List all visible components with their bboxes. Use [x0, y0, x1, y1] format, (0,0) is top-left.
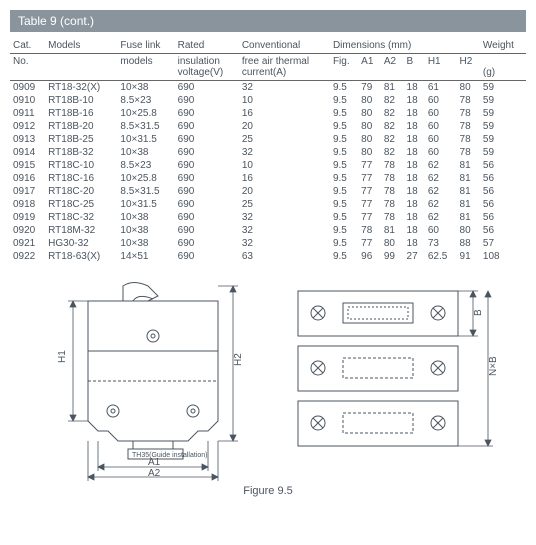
col-conv2: free air thermalcurrent(A)	[239, 54, 330, 81]
label-a2: A2	[148, 468, 161, 479]
table-title: Table 9 (cont.)	[10, 10, 526, 32]
col-weight: Weight	[480, 38, 526, 54]
figure-right: B N×B	[288, 281, 498, 461]
col-no: No.	[10, 54, 45, 81]
table-row: 0916RT18C-1610×25.8690169.5777818628156	[10, 172, 526, 185]
figure-wrap: H1 H2 TH35(Guide installation) A1	[10, 281, 526, 481]
label-a1: A1	[148, 457, 161, 468]
table-row: 0909RT18-32(X)10×38690329.5798118618059	[10, 81, 526, 95]
col-cat: Cat.	[10, 38, 45, 54]
col-conv: Conventional	[239, 38, 330, 54]
table-row: 0914RT18B-3210×38690329.5808218607859	[10, 146, 526, 159]
table-row: 0921HG30-3210×38690329.5778018738857	[10, 237, 526, 250]
table-row: 0918RT18C-2510×31.5690259.5777818628156	[10, 198, 526, 211]
table-row: 0911RT18B-1610×25.8690169.5808218607859	[10, 107, 526, 120]
col-h1: H1	[425, 54, 457, 81]
table-row: 0919RT18C-3210×38690329.5777818628156	[10, 211, 526, 224]
table-row: 0917RT18C-208.5×31.5690209.5777818628156	[10, 185, 526, 198]
col-rated: Rated	[175, 38, 239, 54]
col-fuse2: models	[117, 54, 174, 81]
col-a1: A1	[358, 54, 381, 81]
col-rated2: insulationvoltage(V)	[175, 54, 239, 81]
spec-table: Cat. Models Fuse link Rated Conventional…	[10, 38, 526, 263]
label-guide: TH35(Guide installation)	[132, 452, 207, 459]
col-weight2: (g)	[480, 54, 526, 81]
col-b: B	[404, 54, 425, 81]
table-row: 0910RT18B-108.5×23690109.5808218607859	[10, 94, 526, 107]
col-h2: H2	[457, 54, 480, 81]
label-h1: H1	[57, 350, 68, 363]
table-row: 0913RT18B-2510×31.5690259.5808218607859	[10, 133, 526, 146]
figure-caption: Figure 9.5	[10, 485, 526, 497]
figure-left: H1 H2 TH35(Guide installation) A1	[38, 281, 268, 481]
table-row: 0912RT18B-208.5×31.5690209.5808218607859	[10, 120, 526, 133]
col-a2: A2	[381, 54, 404, 81]
col-fuse: Fuse link	[117, 38, 174, 54]
label-nb: N×B	[488, 356, 498, 376]
table-row: 0922RT18-63(X)14×51690639.596992762.5911…	[10, 250, 526, 263]
table-row: 0915RT18C-108.5×23690109.5777818628156	[10, 159, 526, 172]
label-h2: H2	[233, 353, 244, 366]
col-dims: Dimensions (mm)	[330, 38, 480, 54]
col-fig: Fig.	[330, 54, 358, 81]
col-models: Models	[45, 38, 117, 54]
table-row: 0920RT18M-3210×38690329.5788118608056	[10, 224, 526, 237]
label-b: B	[473, 309, 484, 316]
